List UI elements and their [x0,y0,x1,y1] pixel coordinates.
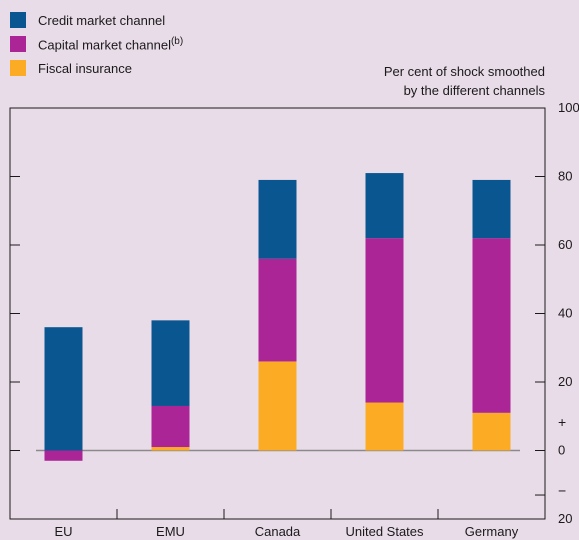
legend-item-credit-market: Credit market channel [10,8,183,32]
bar-segment [44,450,83,461]
y-tick-label: 100 [558,100,579,115]
legend-swatch-capital [10,36,26,52]
legend-item-fiscal-insurance: Fiscal insurance [10,56,183,80]
x-tick-label: EMU [156,524,185,539]
bar-segment [258,179,297,259]
unit-note-line2: by the different channels [403,83,545,98]
legend-label-credit: Credit market channel [38,12,166,28]
y-tick-label-bottom: 20 [558,511,572,526]
legend-label-capital-wrap: Capital market channel(b) [38,36,183,52]
y-tick-label: 20 [558,374,572,389]
bar-segment [365,402,404,451]
y-tick-label: 60 [558,237,572,252]
legend: Credit market channel Capital market cha… [10,8,183,80]
legend-swatch-fiscal [10,60,26,76]
bar-segment [472,412,511,451]
x-tick-label: EU [54,524,72,539]
y-tick-label: 0 [558,443,565,458]
legend-item-capital-market: Capital market channel(b) [10,32,183,56]
bar-segment [44,327,83,451]
y-tick-label: 40 [558,306,572,321]
x-tick-label: Germany [465,524,519,539]
bar-segment [365,238,404,403]
minus-sign: − [558,483,566,499]
bar-segment [151,320,190,406]
bar-segment [258,361,297,451]
bar-segment [472,179,511,239]
bar-segment [258,258,297,362]
bar-segment [365,173,404,239]
legend-swatch-credit [10,12,26,28]
legend-label-capital: Capital market channel [38,37,171,53]
legend-label-fiscal: Fiscal insurance [38,60,132,76]
legend-label-capital-footnote: (b) [170,35,184,47]
x-tick-label: Canada [255,524,301,539]
plus-sign: + [558,414,566,430]
bar-segment [472,238,511,413]
bar-segment [151,447,190,451]
unit-note-line1: Per cent of shock smoothed [383,64,545,79]
bar-segment [151,405,190,448]
y-tick-label: 80 [558,169,572,184]
x-tick-label: United States [345,524,424,539]
unit-note: Per cent of shock smoothed by the differ… [305,62,545,100]
